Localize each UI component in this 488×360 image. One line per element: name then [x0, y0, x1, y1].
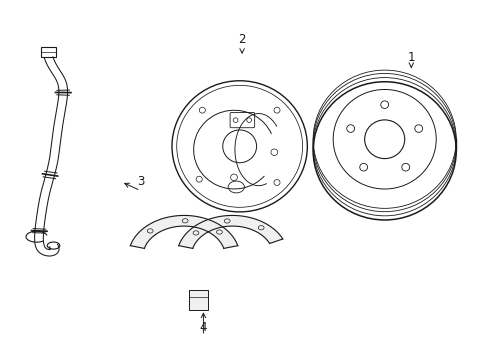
- Bar: [41, 47, 56, 57]
- Bar: [189, 290, 207, 310]
- Text: 1: 1: [407, 51, 414, 64]
- FancyBboxPatch shape: [230, 112, 254, 128]
- Text: 3: 3: [137, 175, 144, 188]
- Text: 2: 2: [238, 33, 245, 46]
- Polygon shape: [130, 215, 237, 248]
- Polygon shape: [178, 215, 282, 248]
- Text: 4: 4: [199, 321, 207, 334]
